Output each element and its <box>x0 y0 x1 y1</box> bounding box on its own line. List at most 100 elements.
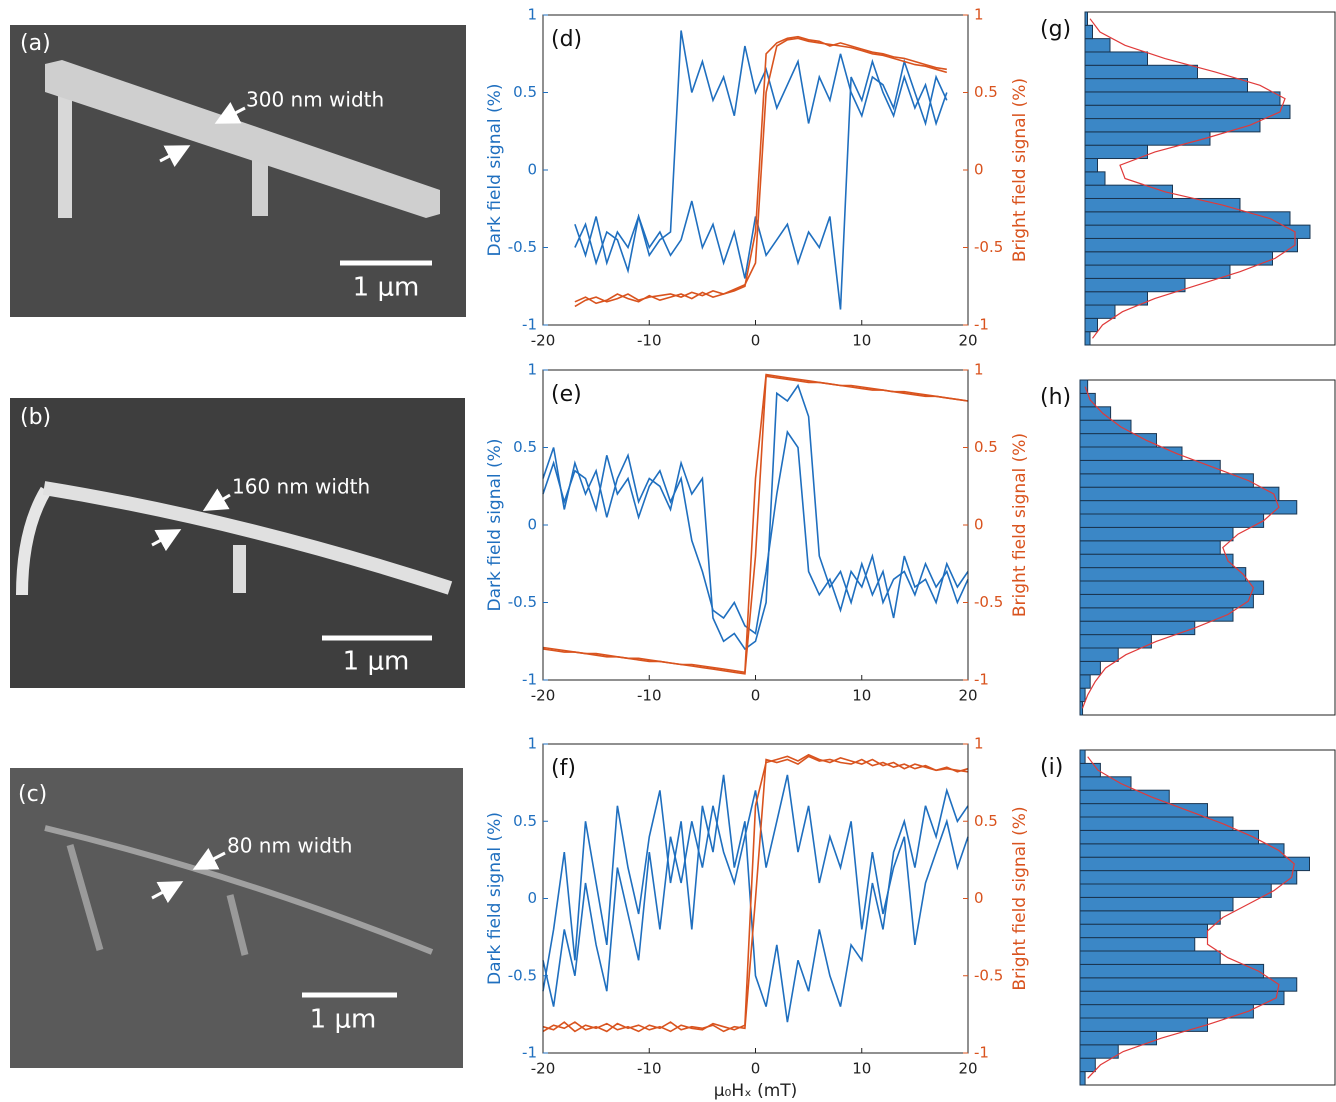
panel-label: (g) <box>1040 17 1071 42</box>
histogram-bar <box>1084 291 1148 306</box>
panel-label: (b) <box>20 405 51 430</box>
histogram-bar <box>1079 674 1091 689</box>
histogram-bar <box>1079 620 1196 636</box>
histogram-bar <box>1079 950 1221 965</box>
y2-tick-label: -1 <box>974 671 989 689</box>
data-line <box>574 37 948 308</box>
fit-curve <box>1087 756 1295 1079</box>
histogram-bar <box>1079 829 1259 845</box>
y2-tick-label: 1 <box>974 735 984 753</box>
histogram-bar <box>1084 64 1198 80</box>
histogram-bar <box>1079 923 1208 939</box>
y2-tick-label: -1 <box>974 1044 989 1062</box>
histogram-bar <box>1079 687 1086 703</box>
histogram-bar <box>1079 1044 1119 1059</box>
histogram-bar <box>1079 963 1265 979</box>
panel-label: (d) <box>551 27 582 52</box>
y2-tick-label: -0.5 <box>974 593 1003 611</box>
scale-bar-label: 1 μm <box>343 647 410 677</box>
histogram-bar <box>1079 419 1132 435</box>
scale-bar-label: 1 μm <box>353 273 420 303</box>
y-tick-label: -1 <box>522 316 537 334</box>
histogram-bar <box>1079 1004 1254 1019</box>
x-tick-label: 20 <box>958 1060 977 1078</box>
plot-area <box>543 15 968 325</box>
y2-tick-label: -0.5 <box>974 966 1003 984</box>
y-tick-label: 1 <box>527 735 537 753</box>
y2-axis-label: Bright field signal (%) <box>1010 806 1030 990</box>
panel-label: (h) <box>1040 385 1071 410</box>
annotation: 300 nm width <box>246 88 384 112</box>
histogram-bar <box>1079 701 1084 716</box>
histogram-bar <box>1079 776 1132 791</box>
histogram-bar <box>1079 486 1280 502</box>
y-axis-label: Dark field signal (%) <box>485 439 505 612</box>
x-tick-label: 10 <box>852 1060 871 1078</box>
fit-curve <box>1089 18 1296 339</box>
histogram-bar <box>1079 379 1089 394</box>
histogram-bar <box>1079 843 1285 858</box>
histogram-bar <box>1079 634 1152 649</box>
data-line <box>574 58 948 310</box>
x-tick-label: 0 <box>751 687 761 705</box>
y-tick-label: -1 <box>522 671 537 689</box>
x-tick-label: 0 <box>751 332 761 350</box>
y-tick-label: -0.5 <box>508 966 537 984</box>
histogram-bar <box>1079 1057 1096 1073</box>
histogram-bar <box>1079 660 1101 676</box>
histogram-bar <box>1084 91 1281 106</box>
x-tick-label: -20 <box>531 687 556 705</box>
y2-tick-label: 1 <box>974 6 984 24</box>
histogram-bar <box>1084 304 1116 319</box>
histogram-bar <box>1084 131 1211 146</box>
data-line <box>574 35 947 305</box>
histogram-bar <box>1079 1030 1157 1046</box>
histogram-bar <box>1079 856 1310 872</box>
y2-tick-label: 0 <box>974 516 984 534</box>
histogram-bar <box>1079 647 1119 662</box>
y-axis-label: Dark field signal (%) <box>485 812 505 985</box>
histogram-bar <box>1079 540 1221 555</box>
x-tick-label: -10 <box>637 687 662 705</box>
histogram-bar <box>1079 607 1234 622</box>
panel-label: (f) <box>551 756 576 781</box>
x-tick-label: -10 <box>637 332 662 350</box>
histogram-bar <box>1079 883 1272 898</box>
histogram-bar <box>1079 1071 1086 1086</box>
y-axis-label: Dark field signal (%) <box>485 84 505 257</box>
histogram-bar <box>1079 392 1096 408</box>
histogram-bar <box>1084 104 1291 120</box>
histogram-bar <box>1084 211 1291 226</box>
y2-tick-label: 0.5 <box>974 812 998 830</box>
y2-tick-label: -1 <box>974 316 989 334</box>
annotation: 80 nm width <box>227 834 352 858</box>
histogram-bar <box>1079 910 1221 925</box>
y-tick-label: 0 <box>527 161 537 179</box>
sem-image-a: (a) 300 nm width 1 μm <box>10 25 466 317</box>
y-tick-label: 1 <box>527 6 537 24</box>
histogram-bar <box>1084 144 1148 160</box>
y2-tick-label: 0 <box>974 889 984 907</box>
y-tick-label: 0.5 <box>513 812 537 830</box>
panel-label: (a) <box>20 31 51 56</box>
y-tick-label: 0.5 <box>513 83 537 101</box>
x-axis-label: μ₀Hₓ (mT) <box>714 1081 798 1101</box>
y-tick-label: 0 <box>527 516 537 534</box>
panel-label: (e) <box>551 382 582 407</box>
x-tick-label: -10 <box>637 1060 662 1078</box>
data-line <box>542 774 969 1023</box>
y2-axis-label: Bright field signal (%) <box>1010 433 1030 617</box>
histogram-bar <box>1079 553 1234 569</box>
data-line <box>542 383 969 651</box>
x-tick-label: 10 <box>852 332 871 350</box>
y2-tick-label: 0.5 <box>974 83 998 101</box>
histogram-bar <box>1079 526 1234 542</box>
histogram-bar <box>1079 870 1298 885</box>
histogram-bar <box>1079 406 1112 421</box>
sem-image-c: (c) 80 nm width 1 μm <box>10 768 463 1068</box>
y-tick-label: -1 <box>522 1044 537 1062</box>
y-tick-label: 0.5 <box>513 438 537 456</box>
x-tick-label: -20 <box>531 332 556 350</box>
x-tick-label: 0 <box>751 1060 761 1078</box>
data-line <box>542 753 969 1033</box>
